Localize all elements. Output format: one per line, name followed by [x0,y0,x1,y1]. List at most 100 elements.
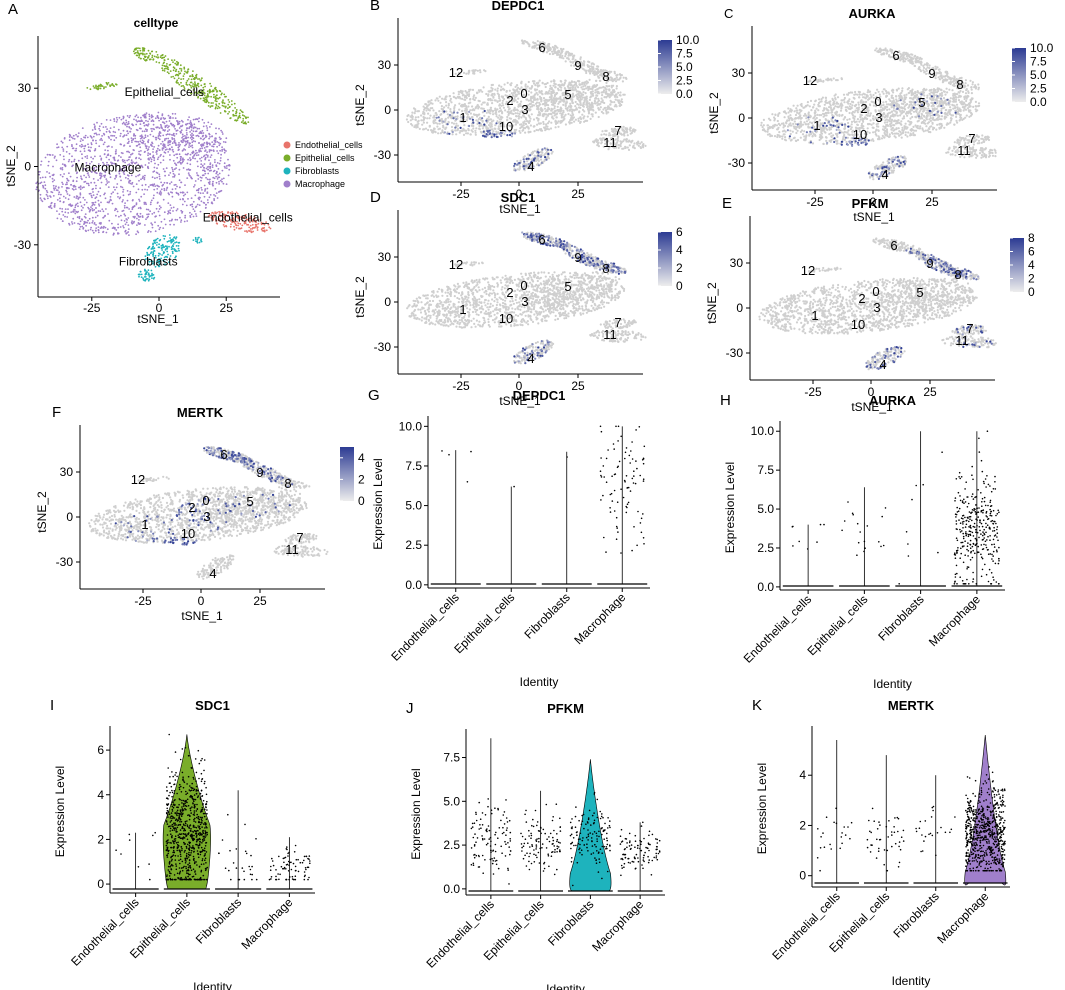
x-tick-label: Endothelial_cells [741,592,815,666]
expressing-cell [893,158,896,161]
expressing-cell [495,122,498,125]
expressing-cell [541,148,544,151]
legend-label: Epithelial_cells [295,153,355,163]
expressing-cell [831,116,834,119]
expressing-cell [565,245,568,248]
expressing-cell [918,251,921,254]
expressing-cell [493,133,496,136]
expressing-cell [916,252,919,255]
expressing-cell [522,165,525,168]
expressing-cell [537,346,540,349]
cluster-label: 7 [968,131,975,146]
expressing-cell [876,351,879,355]
expressing-cell [920,104,924,107]
expressing-cell [949,264,952,267]
expressing-cell [596,262,599,265]
expressing-cell [914,101,917,104]
expressing-cell [990,342,993,345]
expressing-cell [525,157,528,161]
expressing-cell [934,259,937,262]
panel-letter-a: A [8,1,18,18]
expressing-cell [263,473,266,476]
panel-letter: I [50,697,54,714]
expressing-cell [840,143,843,146]
expressing-cell [485,119,488,122]
expressing-cell [825,124,828,127]
expressing-cell [269,467,272,470]
expressing-cell [233,505,236,508]
expressing-cell [176,514,179,518]
expressing-cell [546,341,549,344]
expressing-cell [267,497,270,500]
expressing-cell [924,261,927,264]
expressing-cell [446,123,449,126]
expressing-cell [274,471,277,474]
expressing-cell [963,268,967,271]
colorbar-tick-label: 0 [1028,285,1035,299]
expressing-cell [833,137,836,140]
expressing-cell [183,541,186,545]
expressing-cell [232,503,235,506]
y-tick-label: 5.0 [405,499,422,513]
expressing-cell [228,456,231,459]
expressing-cell [197,499,200,502]
expressing-cell [917,97,921,101]
panel-a-cells [35,47,272,282]
expressing-cell [924,258,927,261]
expressing-cell [152,532,155,535]
expressing-cell [257,461,260,464]
expressing-cell [849,141,852,144]
expressing-cell [611,271,615,274]
expressing-cell [500,132,503,135]
expressing-cell [533,238,536,241]
expressing-cell [495,133,498,136]
x-tick-label: Macrophage [589,897,646,954]
expressing-cell [598,268,602,271]
expressing-cell [443,131,446,134]
expressing-cell [530,350,534,353]
feature-plot-title: DEPDC1 [492,0,545,13]
cluster-label: 2 [858,291,865,306]
expressing-cell [236,457,239,460]
y-axis-label: tSNE_2 [353,276,367,318]
expressing-cell [885,166,888,169]
expressing-cell [970,274,973,277]
expressing-cell [209,529,212,532]
expressing-cell [532,165,535,168]
panel-letter: C [724,6,733,21]
expressing-cell [588,264,591,267]
y-tick-label: 0.0 [757,580,774,594]
expressing-cell [155,537,159,540]
expressing-cell [815,128,818,131]
panel-a-y-tick-label: -30 [14,238,32,252]
cluster-label: 12 [449,65,463,80]
expressing-cell [896,107,899,110]
colorbar-gradient [1012,48,1026,102]
expressing-cell [210,447,213,450]
expressing-cell [525,347,528,350]
expressing-cell [454,126,457,129]
y-tick-label: 30 [378,58,392,72]
cluster-8-cells [588,67,628,83]
y-axis-label: Expression Level [53,766,67,857]
expressing-cell [969,270,972,274]
expressing-cell [856,142,859,145]
legend-swatch [283,180,291,188]
expressing-cell [932,255,935,258]
expressing-cell [563,240,566,243]
cluster-label: 2 [188,500,195,515]
expressing-cell [513,162,517,165]
panel-a-y-ticks: -30 0 30 [14,81,38,252]
expressing-cell [528,166,531,169]
cluster-label: 0 [520,86,527,101]
expressing-cell [508,133,512,137]
y-tick-label: 10.0 [399,419,423,433]
x-tick-label: -25 [806,195,824,209]
expressing-cell [554,244,558,247]
expressing-cell [961,274,964,277]
y-tick-label: -30 [56,555,74,569]
expressing-cell [852,137,855,140]
